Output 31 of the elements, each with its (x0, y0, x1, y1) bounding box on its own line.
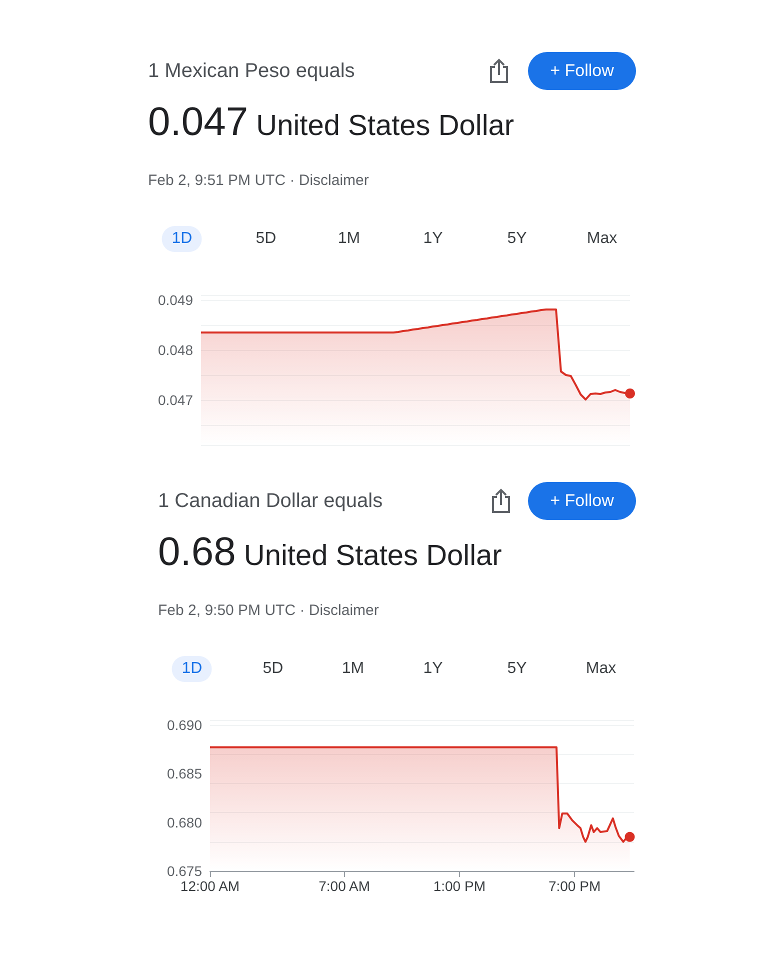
x-tick-label: 1:00 PM (433, 878, 486, 894)
chart-subtitle: 0.047 United States Dollar (148, 100, 514, 144)
y-tick-label: 0.675 (166, 863, 202, 879)
text: 1M (338, 230, 360, 248)
text: Feb 2, 9:50 PM UTC · Disclaimer (158, 602, 379, 619)
y-tick-label: 0.690 (166, 716, 202, 733)
y-tick-label: 0.685 (166, 766, 202, 782)
text: 1D (162, 226, 202, 252)
x-tick-label: 7:00 AM (318, 878, 370, 894)
chart-subtitle: 0.68 United States Dollar (158, 530, 502, 574)
text: 1M (342, 660, 364, 678)
text: + Follow (528, 52, 636, 90)
x-tick-label: 12:00 AM (180, 878, 240, 894)
y-tick-label: 0.048 (158, 342, 194, 358)
x-tick-label: 7:00 PM (548, 878, 601, 894)
text: + Follow (528, 482, 636, 520)
text: Max (586, 660, 616, 678)
text: 5D (262, 660, 284, 678)
text: 5Y (507, 230, 527, 248)
text: 5D (256, 230, 276, 248)
y-tick-label: 0.049 (158, 292, 194, 308)
chart-title: 1 Mexican Peso equals (148, 60, 355, 83)
text: 1Y (423, 230, 443, 248)
text: Feb 2, 9:51 PM UTC · Disclaimer (148, 172, 369, 189)
text: 1Y (423, 660, 443, 678)
y-tick-label: 0.047 (158, 392, 194, 408)
text: 1D (172, 656, 212, 682)
text: 5Y (507, 660, 527, 678)
text: Max (586, 230, 618, 248)
y-tick-label: 0.680 (166, 814, 202, 830)
chart-title: 1 Canadian Dollar equals (158, 490, 383, 513)
